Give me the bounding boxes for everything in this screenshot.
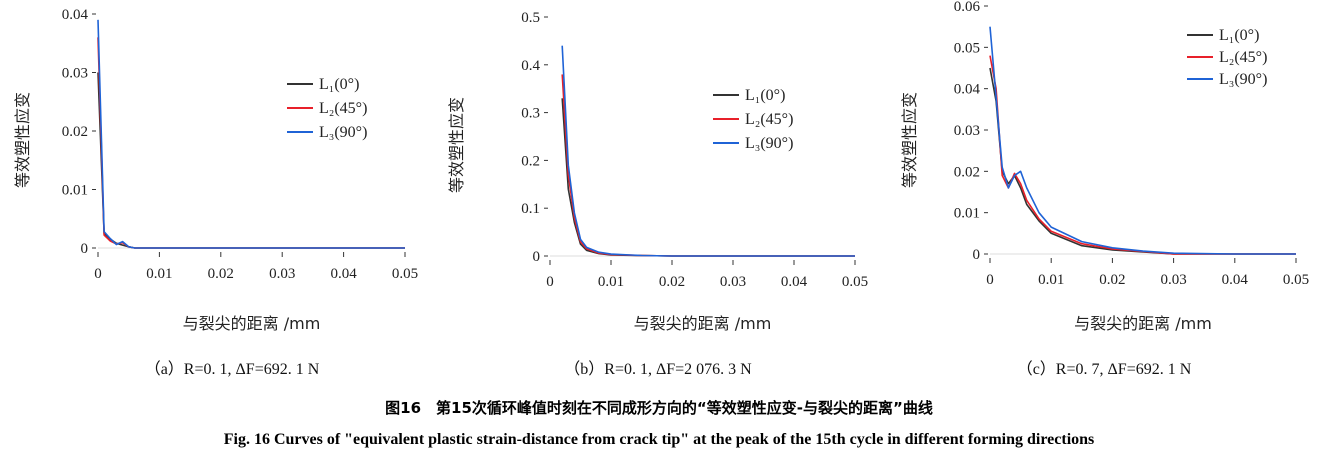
x-tick-label: 0 (986, 272, 994, 288)
y-axis-label: 等效塑性应变 (900, 92, 919, 188)
y-tick-label: 0.4 (521, 58, 540, 74)
legend-label: L₂(45°) (1219, 49, 1267, 66)
x-axis-label: 与裂尖的距离 /mm (183, 314, 321, 333)
legend-label: L₂(45°) (319, 100, 367, 117)
series-line-2 (561, 74, 855, 257)
y-tick-label: 0.1 (521, 201, 540, 217)
series-line-1 (97, 72, 405, 249)
chart-2: 0 0.1 0.2 0.3 0.4 0.5 0 0.01 0.02 0.03 0.04 0.05 与裂尖… (447, 10, 868, 378)
y-tick-label: 0 (81, 241, 89, 257)
y-tick-label: 0 (973, 247, 981, 263)
chart-3: 0 0.01 0.02 0.03 0.04 0.05 0.06 0 0.01 0.02 0.03 0.… (900, 0, 1309, 378)
x-tick-label: 0.03 (720, 274, 746, 290)
x-tick-label: 0.05 (392, 266, 418, 282)
x-tick-label: 0.01 (146, 266, 172, 282)
figure-caption-en: Fig. 16 Curves of "equivalent plastic st… (223, 431, 1095, 448)
y-axis-label: 等效塑性应变 (447, 97, 466, 193)
y-tick-label: 0.02 (62, 124, 88, 140)
x-tick-label: 0.02 (659, 274, 685, 290)
y-tick-label: 0.2 (521, 153, 540, 169)
x-tick-label: 0.03 (269, 266, 295, 282)
y-tick-label: 0.05 (954, 40, 980, 56)
legend-label: L₁(0°) (1219, 27, 1259, 44)
y-tick-label: 0.5 (521, 10, 540, 26)
y-tick-label: 0 (533, 249, 541, 265)
series-line-3 (561, 45, 855, 257)
series-line-3 (97, 19, 405, 249)
x-tick-label: 0 (546, 274, 554, 290)
legend-label: L₁(0°) (745, 87, 785, 104)
y-tick-label: 0.06 (954, 0, 981, 15)
x-tick-label: 0.01 (598, 274, 624, 290)
chart-subtitle: （a）R=0. 1, ΔF=692. 1 N (145, 360, 320, 378)
figure-caption-cn: 图16 第15次循环峰值时刻在不同成形方向的“等效塑性应变-与裂尖的距离”曲线 (385, 399, 933, 417)
x-axis-label: 与裂尖的距离 /mm (634, 314, 772, 333)
x-tick-label: 0.04 (330, 266, 357, 282)
series-line-3 (989, 26, 1296, 255)
x-tick-label: 0.05 (1283, 272, 1309, 288)
series-line-1 (989, 67, 1296, 255)
x-axis-label: 与裂尖的距离 /mm (1074, 314, 1212, 333)
legend-label: L₃(90°) (1219, 71, 1267, 88)
y-axis-label: 等效塑性应变 (13, 92, 32, 188)
y-tick-label: 0.01 (954, 206, 980, 222)
chart-subtitle: （c）R=0. 7, ΔF=692. 1 N (1017, 360, 1192, 378)
x-tick-label: 0.03 (1160, 272, 1186, 288)
y-tick-label: 0.04 (954, 82, 981, 98)
x-tick-label: 0.04 (781, 274, 808, 290)
chart-subtitle: （b）R=0. 1, ΔF=2 076. 3 N (564, 360, 752, 378)
legend-label: L₁(0°) (319, 76, 359, 93)
y-tick-label: 0.03 (62, 66, 88, 82)
y-tick-label: 0.3 (521, 106, 540, 122)
x-tick-label: 0.01 (1038, 272, 1064, 288)
legend-label: L₂(45°) (745, 111, 793, 128)
legend-label: L₃(90°) (319, 124, 367, 141)
chart-1: 0 0.01 0.02 0.03 0.04 0 0.01 0.02 0.03 0.04 0.05 与裂… (13, 7, 418, 378)
x-tick-label: 0 (94, 266, 102, 282)
legend-label: L₃(90°) (745, 135, 793, 152)
x-tick-label: 0.05 (842, 274, 868, 290)
x-tick-label: 0.02 (208, 266, 234, 282)
series-line-1 (561, 98, 855, 257)
y-tick-label: 0.04 (62, 7, 89, 23)
x-tick-label: 0.04 (1222, 272, 1249, 288)
y-tick-label: 0.02 (954, 164, 980, 180)
series-line-2 (97, 37, 405, 249)
x-tick-label: 0.02 (1099, 272, 1125, 288)
y-tick-label: 0.03 (954, 123, 980, 139)
y-tick-label: 0.01 (62, 183, 88, 199)
